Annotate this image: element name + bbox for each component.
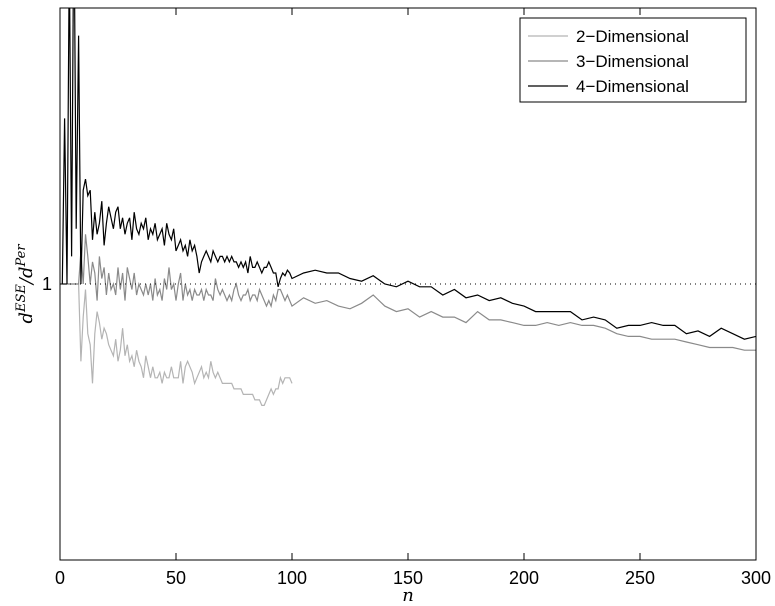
x-tick-label: 50 — [166, 568, 186, 588]
legend-label-4d: 4−Dimensional — [576, 77, 689, 96]
legend-label-3d: 3−Dimensional — [576, 52, 689, 71]
legend-label-2d: 2−Dimensional — [576, 27, 689, 46]
legend: 2−Dimensional 3−Dimensional 4−Dimensional — [519, 17, 747, 103]
y-axis-label-base: d — [16, 312, 37, 324]
x-tick-label: 300 — [741, 568, 771, 588]
series-layer — [61, 8, 756, 406]
x-tick-label: 100 — [277, 568, 307, 588]
y-axis-label-slash: /d — [16, 267, 37, 287]
y-axis-label: dESE/dPer — [14, 244, 38, 324]
x-axis-label: n — [402, 585, 414, 606]
legend-items: 2−Dimensional 3−Dimensional 4−Dimensional — [528, 27, 689, 96]
series-line-3d — [62, 234, 756, 351]
legend-box — [519, 17, 747, 103]
x-axis-ticks: 0 50 100 150 200 250 300 — [55, 8, 771, 588]
series-line-4d — [61, 8, 756, 340]
y-axis-ticks: 1 — [42, 274, 67, 294]
x-tick-label: 200 — [509, 568, 539, 588]
y-tick-label: 1 — [42, 274, 52, 294]
x-tick-label: 250 — [625, 568, 655, 588]
series-line-2d — [62, 283, 293, 406]
x-tick-label: 150 — [393, 568, 423, 588]
y-axis-label-sup2: Per — [14, 244, 29, 268]
y-axis-label-sup1: ESE — [14, 284, 29, 313]
x-tick-label: 0 — [55, 568, 65, 588]
